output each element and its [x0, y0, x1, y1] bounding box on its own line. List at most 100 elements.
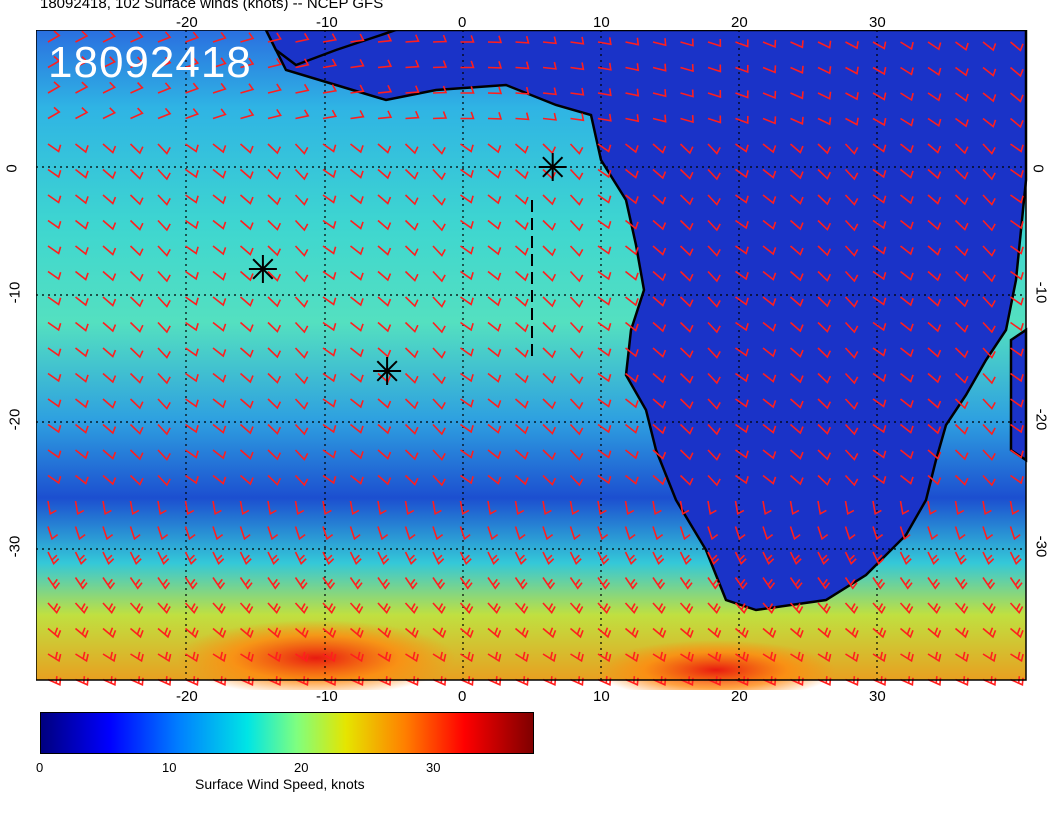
wind-barb	[652, 321, 667, 333]
lon-tick-bottom: 0	[458, 688, 467, 705]
wind-barb	[1010, 372, 1024, 383]
wind-barb	[790, 116, 804, 125]
wind-barb	[707, 115, 722, 124]
wind-barb	[542, 112, 557, 121]
wind-barb	[267, 423, 282, 435]
wind-barb	[569, 194, 584, 206]
wind-barb	[927, 449, 942, 460]
wind-barb	[817, 194, 832, 206]
wind-barb	[844, 526, 856, 541]
wind-barb	[625, 474, 639, 485]
wind-barb	[47, 270, 62, 281]
wind-barb	[459, 551, 472, 566]
wind-barb	[157, 143, 171, 155]
wind-barb	[74, 577, 88, 590]
wind-barb	[845, 92, 859, 101]
wind-barb	[514, 474, 529, 486]
wind-barb	[47, 577, 61, 590]
wind-barb	[982, 143, 996, 155]
wind-barb	[75, 423, 89, 434]
wind-barb	[157, 296, 171, 308]
wind-barb	[267, 83, 282, 94]
wind-barb	[652, 270, 667, 282]
wind-barb	[652, 114, 667, 123]
wind-barb	[240, 83, 255, 94]
wind-barb	[212, 321, 227, 332]
wind-barb	[47, 168, 62, 179]
wind-barb	[927, 270, 942, 282]
wind-barb	[680, 38, 694, 47]
wind-barb	[569, 577, 583, 590]
wind-barb	[845, 41, 859, 50]
wind-barb	[295, 651, 309, 663]
wind-barb	[982, 500, 992, 516]
wind-barb	[954, 143, 969, 155]
wind-barb	[652, 194, 667, 205]
wind-barb	[872, 449, 887, 459]
wind-barb	[679, 551, 692, 566]
wind-barb	[350, 219, 364, 230]
wind-barb	[239, 321, 254, 333]
wind-barb	[157, 500, 167, 516]
wind-barb	[597, 270, 612, 281]
wind-barb	[789, 296, 804, 307]
wind-barb	[570, 113, 585, 122]
wind-barb	[129, 551, 142, 566]
wind-barb	[900, 270, 914, 281]
wind-barb	[350, 143, 364, 154]
wind-barb	[982, 117, 997, 128]
wind-barb	[487, 372, 502, 383]
wind-barb	[212, 500, 222, 516]
wind-barb	[872, 577, 886, 590]
wind-barb	[625, 88, 640, 97]
wind-barb	[129, 474, 144, 486]
wind-barb	[157, 56, 172, 69]
wind-barb	[267, 194, 282, 206]
wind-barb	[735, 115, 749, 125]
wind-barb	[405, 651, 419, 663]
wind-barb	[542, 219, 557, 231]
wind-barb	[597, 321, 612, 332]
wind-barb	[239, 551, 252, 566]
wind-barb	[844, 500, 855, 516]
wind-barb	[762, 143, 777, 154]
wind-barb	[734, 627, 749, 639]
wind-barb	[350, 84, 365, 94]
wind-barb	[872, 321, 887, 332]
wind-barb	[322, 602, 336, 615]
wind-barb	[129, 245, 144, 257]
wind-barb	[322, 194, 337, 204]
wind-barb	[212, 245, 227, 256]
wind-barb	[652, 627, 667, 639]
wind-barb	[102, 398, 117, 409]
wind-barb	[267, 577, 281, 590]
wind-barb	[240, 108, 255, 120]
wind-barb	[900, 398, 914, 409]
wind-barb	[75, 651, 89, 663]
wind-barb	[75, 107, 89, 120]
wind-barb	[74, 526, 86, 541]
wind-barb	[542, 526, 554, 541]
wind-barb	[900, 194, 914, 205]
wind-barb	[680, 651, 694, 663]
wind-barb	[185, 168, 199, 179]
wind-barb	[789, 143, 804, 154]
wind-barb	[239, 398, 254, 409]
wind-barb	[679, 321, 694, 333]
wind-barb	[377, 84, 393, 94]
wind-barb	[762, 398, 777, 409]
wind-barb	[47, 143, 62, 153]
wind-barb	[679, 270, 694, 282]
wind-barb	[982, 526, 994, 541]
wind-barb	[75, 81, 89, 94]
wind-barb	[377, 59, 393, 69]
wind-barb	[102, 194, 117, 205]
wind-barb	[102, 526, 114, 541]
wind-barb	[185, 651, 199, 663]
wind-barb	[322, 474, 337, 485]
wind-barb	[542, 36, 557, 45]
wind-barb	[74, 551, 87, 566]
wind-barb	[322, 33, 338, 43]
wind-barb	[844, 270, 859, 283]
wind-barb	[954, 423, 969, 435]
